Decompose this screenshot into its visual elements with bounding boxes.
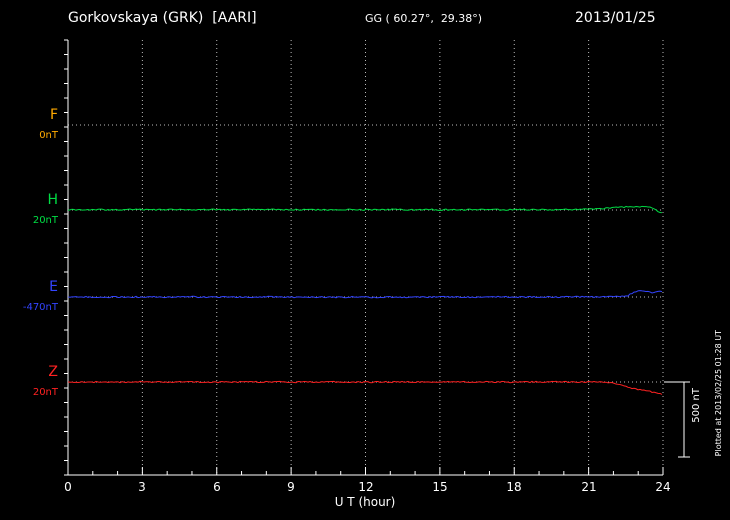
scale-bar-label: 500 nT <box>691 388 702 423</box>
x-tick-24: 24 <box>655 480 671 494</box>
series-label-F: F 0nT <box>8 108 58 141</box>
axes <box>64 39 664 476</box>
station-title: Gorkovskaya (GRK) [AARI] <box>68 10 257 26</box>
x-tick-21: 21 <box>581 480 597 494</box>
x-tick-3: 3 <box>138 480 146 494</box>
scale-bar <box>664 381 690 458</box>
series-baseline-Z: 20nT <box>32 387 58 398</box>
traces <box>67 205 663 395</box>
x-tick-9: 9 <box>287 480 295 494</box>
series-baseline-H: 20nT <box>32 215 58 226</box>
x-tick-12: 12 <box>358 480 374 494</box>
series-letter-H: H <box>47 192 58 208</box>
x-tick-6: 6 <box>213 480 221 494</box>
series-label-H: H 20nT <box>8 193 58 226</box>
series-letter-E: E <box>49 279 58 295</box>
plotted-at-note: Plotted at 2013/02/25 01:28 UT <box>714 330 723 457</box>
series-baseline-E: -470nT <box>22 302 58 313</box>
series-label-E: E -470nT <box>8 280 58 313</box>
plot-date: 2013/01/25 <box>575 10 656 26</box>
x-tick-0: 0 <box>64 480 72 494</box>
series-baseline-F: 0nT <box>39 130 58 141</box>
series-label-Z: Z 20nT <box>8 365 58 398</box>
geographic-coordinates: GG ( 60.27°, 29.38°) <box>365 12 483 25</box>
x-tick-15: 15 <box>432 480 448 494</box>
grid-lines <box>68 40 664 475</box>
series-letter-Z: Z <box>48 364 58 380</box>
series-letter-F: F <box>49 107 58 123</box>
x-axis-label: U T (hour) <box>334 495 396 509</box>
x-tick-18: 18 <box>506 480 522 494</box>
